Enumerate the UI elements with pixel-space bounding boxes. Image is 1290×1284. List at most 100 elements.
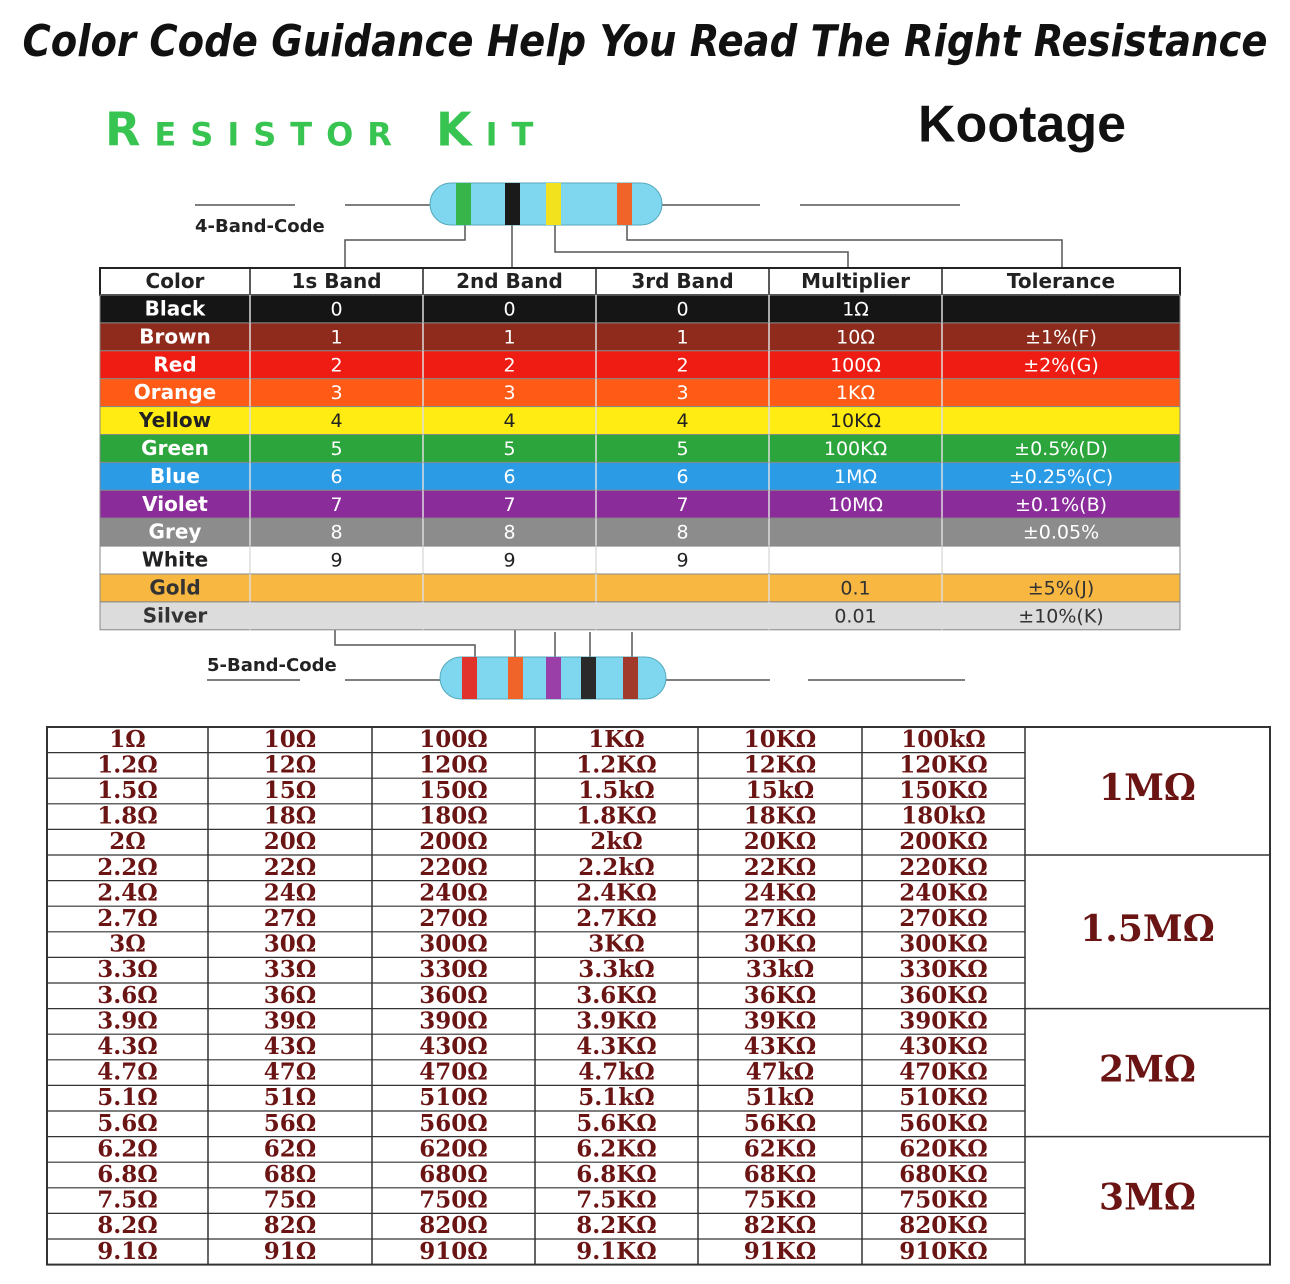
resistance-value: 6.2Ω (97, 1135, 158, 1162)
cell-text: 1 (676, 326, 688, 348)
resistance-value: 27Ω (264, 905, 316, 932)
resistance-value: 1Ω (109, 726, 145, 753)
resistance-value: 430Ω (419, 1033, 487, 1060)
cell-text: 7 (503, 494, 515, 516)
group-value: 3MΩ (1099, 1177, 1196, 1219)
resistance-value: 150KΩ (899, 777, 987, 804)
kit-name: Resistor Kit (105, 103, 547, 157)
color-name: Silver (143, 603, 208, 627)
color-row (99, 489, 1181, 519)
band-label: 5-Band-Code (207, 655, 337, 676)
connector (334, 630, 476, 660)
cell-text: 7 (676, 494, 688, 516)
resistance-value: 18KΩ (744, 803, 816, 830)
resistance-value: 820Ω (419, 1212, 487, 1239)
group-value: 2MΩ (1099, 1049, 1196, 1091)
cell-text: ±10%(K) (1018, 605, 1103, 627)
resistance-value: 91KΩ (744, 1238, 816, 1265)
resistance-value: 43Ω (264, 1033, 316, 1060)
resistance-value: 270Ω (419, 905, 487, 932)
resistance-value: 180kΩ (901, 803, 985, 830)
brand: Kootage (918, 96, 1126, 154)
cell-text: 100Ω (830, 354, 881, 376)
resistance-value: 470KΩ (899, 1059, 987, 1086)
resistance-value: 240Ω (419, 879, 487, 906)
resistance-value: 300KΩ (899, 931, 987, 958)
resistance-value: 33Ω (264, 956, 316, 983)
resistance-value: 470Ω (419, 1059, 487, 1086)
resistance-value: 20KΩ (744, 828, 816, 855)
cell-text: 100KΩ (824, 438, 887, 460)
color-name: Red (153, 352, 196, 376)
resistance-value: 270KΩ (899, 905, 987, 932)
resistance-value: 560Ω (419, 1110, 487, 1137)
resistor-band (546, 183, 561, 225)
resistance-value: 330KΩ (899, 956, 987, 983)
resistance-value: 30KΩ (744, 931, 816, 958)
resistance-value: 56KΩ (744, 1110, 816, 1137)
resistance-value: 300Ω (419, 931, 487, 958)
cell-text: 2 (503, 354, 515, 376)
resistance-value: 120KΩ (899, 751, 987, 778)
cell-text: 10MΩ (828, 494, 883, 516)
resistance-value: 5.1Ω (97, 1084, 158, 1111)
resistance-value: 620KΩ (899, 1135, 987, 1162)
column-header: Multiplier (801, 269, 910, 293)
resistor-band (508, 657, 523, 699)
resistance-value: 200KΩ (899, 828, 987, 855)
cell-text: 1 (503, 326, 515, 348)
resistance-value: 1KΩ (588, 726, 644, 753)
cell-text: 8 (676, 522, 688, 544)
connector (344, 222, 466, 268)
cell-text: 3 (503, 382, 515, 404)
cell-text: 1MΩ (834, 466, 877, 488)
color-name: Violet (142, 492, 208, 516)
resistor-band (581, 657, 596, 699)
resistance-value: 910Ω (419, 1238, 487, 1265)
cell-text: 0 (676, 298, 688, 320)
color-name: Brown (139, 324, 211, 348)
resistance-value: 560KΩ (899, 1110, 987, 1137)
resistance-value: 750KΩ (899, 1187, 987, 1214)
resistance-value: 30Ω (264, 931, 316, 958)
resistance-value: 3.3Ω (97, 956, 158, 983)
resistance-value: 10KΩ (744, 726, 816, 753)
resistance-value: 360Ω (419, 982, 487, 1009)
resistance-value: 2.7Ω (97, 905, 158, 932)
resistance-value: 68Ω (264, 1161, 316, 1188)
resistance-value: 3Ω (109, 931, 145, 958)
resistor-band (456, 183, 471, 225)
resistance-value: 62KΩ (744, 1135, 816, 1162)
resistance-value: 2.4KΩ (576, 879, 656, 906)
resistance-value: 680Ω (419, 1161, 487, 1188)
cell-text: 0 (330, 298, 342, 320)
cell-text: 3 (676, 382, 688, 404)
resistance-value: 1.2KΩ (576, 751, 656, 778)
resistance-value: 39KΩ (744, 1007, 816, 1034)
resistance-value: 39Ω (264, 1007, 316, 1034)
connector (626, 222, 1063, 268)
title: Color Code Guidance Help You Read The Ri… (23, 16, 1268, 67)
resistance-value: 910KΩ (899, 1238, 987, 1265)
resistance-value: 24KΩ (744, 879, 816, 906)
resistance-value: 3.9KΩ (576, 1007, 656, 1034)
color-name: Grey (149, 520, 202, 544)
cell-text: 0.01 (834, 605, 876, 627)
resistance-value: 82Ω (264, 1212, 316, 1239)
cell-text: ±1%(F) (1025, 326, 1097, 348)
resistance-value: 390Ω (419, 1007, 487, 1034)
resistance-value: 9.1Ω (97, 1238, 158, 1265)
cell-text: 0 (503, 298, 515, 320)
resistance-value: 4.3KΩ (576, 1033, 656, 1060)
resistance-value: 10Ω (264, 726, 316, 753)
cell-text: 6 (503, 466, 515, 488)
resistance-value: 100Ω (419, 726, 487, 753)
cell-text: 5 (503, 438, 515, 460)
resistance-value: 2.2kΩ (578, 854, 654, 881)
resistance-value: 36KΩ (744, 982, 816, 1009)
cell-text: ±0.1%(B) (1015, 494, 1107, 516)
resistance-value: 150Ω (419, 777, 487, 804)
column-header: 1s Band (291, 269, 381, 293)
cell-text: 4 (676, 410, 688, 432)
